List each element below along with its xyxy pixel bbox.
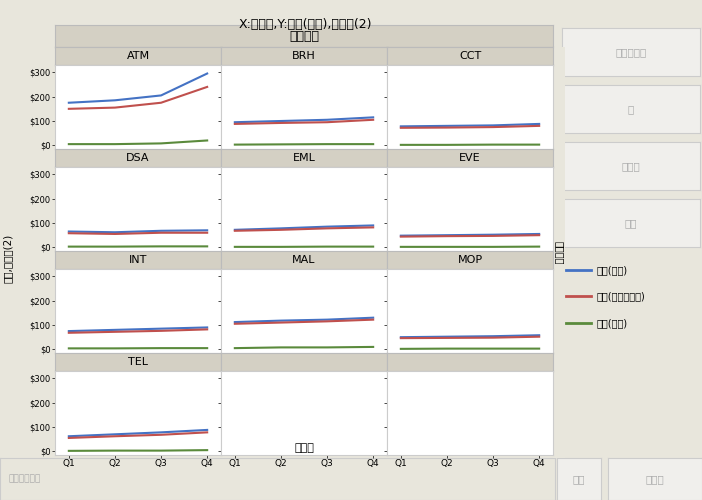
Text: MAL: MAL xyxy=(292,255,316,265)
Text: 度数: 度数 xyxy=(573,474,585,484)
Text: 重ね合わせ: 重ね合わせ xyxy=(616,47,647,57)
Text: BRH: BRH xyxy=(292,51,316,61)
Text: 平均(商品コスト): 平均(商品コスト) xyxy=(597,292,646,302)
Text: サイズ: サイズ xyxy=(622,161,640,171)
Text: 区間: 区間 xyxy=(625,218,637,228)
Text: ATM: ATM xyxy=(126,51,150,61)
Text: EML: EML xyxy=(293,153,315,163)
Text: INT: INT xyxy=(128,255,147,265)
Text: 平均(利益): 平均(利益) xyxy=(597,318,628,328)
Text: 地図シェープ: 地図シェープ xyxy=(8,474,41,484)
Text: チャネル: チャネル xyxy=(554,241,564,264)
Text: CCT: CCT xyxy=(459,51,481,61)
Text: DSA: DSA xyxy=(126,153,150,163)
Text: 平均(収益): 平均(収益) xyxy=(597,265,628,275)
Text: 色: 色 xyxy=(628,104,634,114)
Text: TEL: TEL xyxy=(128,357,148,367)
Text: チャネル: チャネル xyxy=(289,30,319,43)
Text: X:四半期,Y:平均(収益),その他(2): X:四半期,Y:平均(収益),その他(2) xyxy=(238,18,372,31)
Text: MOP: MOP xyxy=(458,255,482,265)
Text: EVE: EVE xyxy=(459,153,481,163)
Text: ページ: ページ xyxy=(646,474,664,484)
Text: 四半期: 四半期 xyxy=(294,443,314,453)
Text: 収益,その他(2): 収益,その他(2) xyxy=(3,234,13,283)
